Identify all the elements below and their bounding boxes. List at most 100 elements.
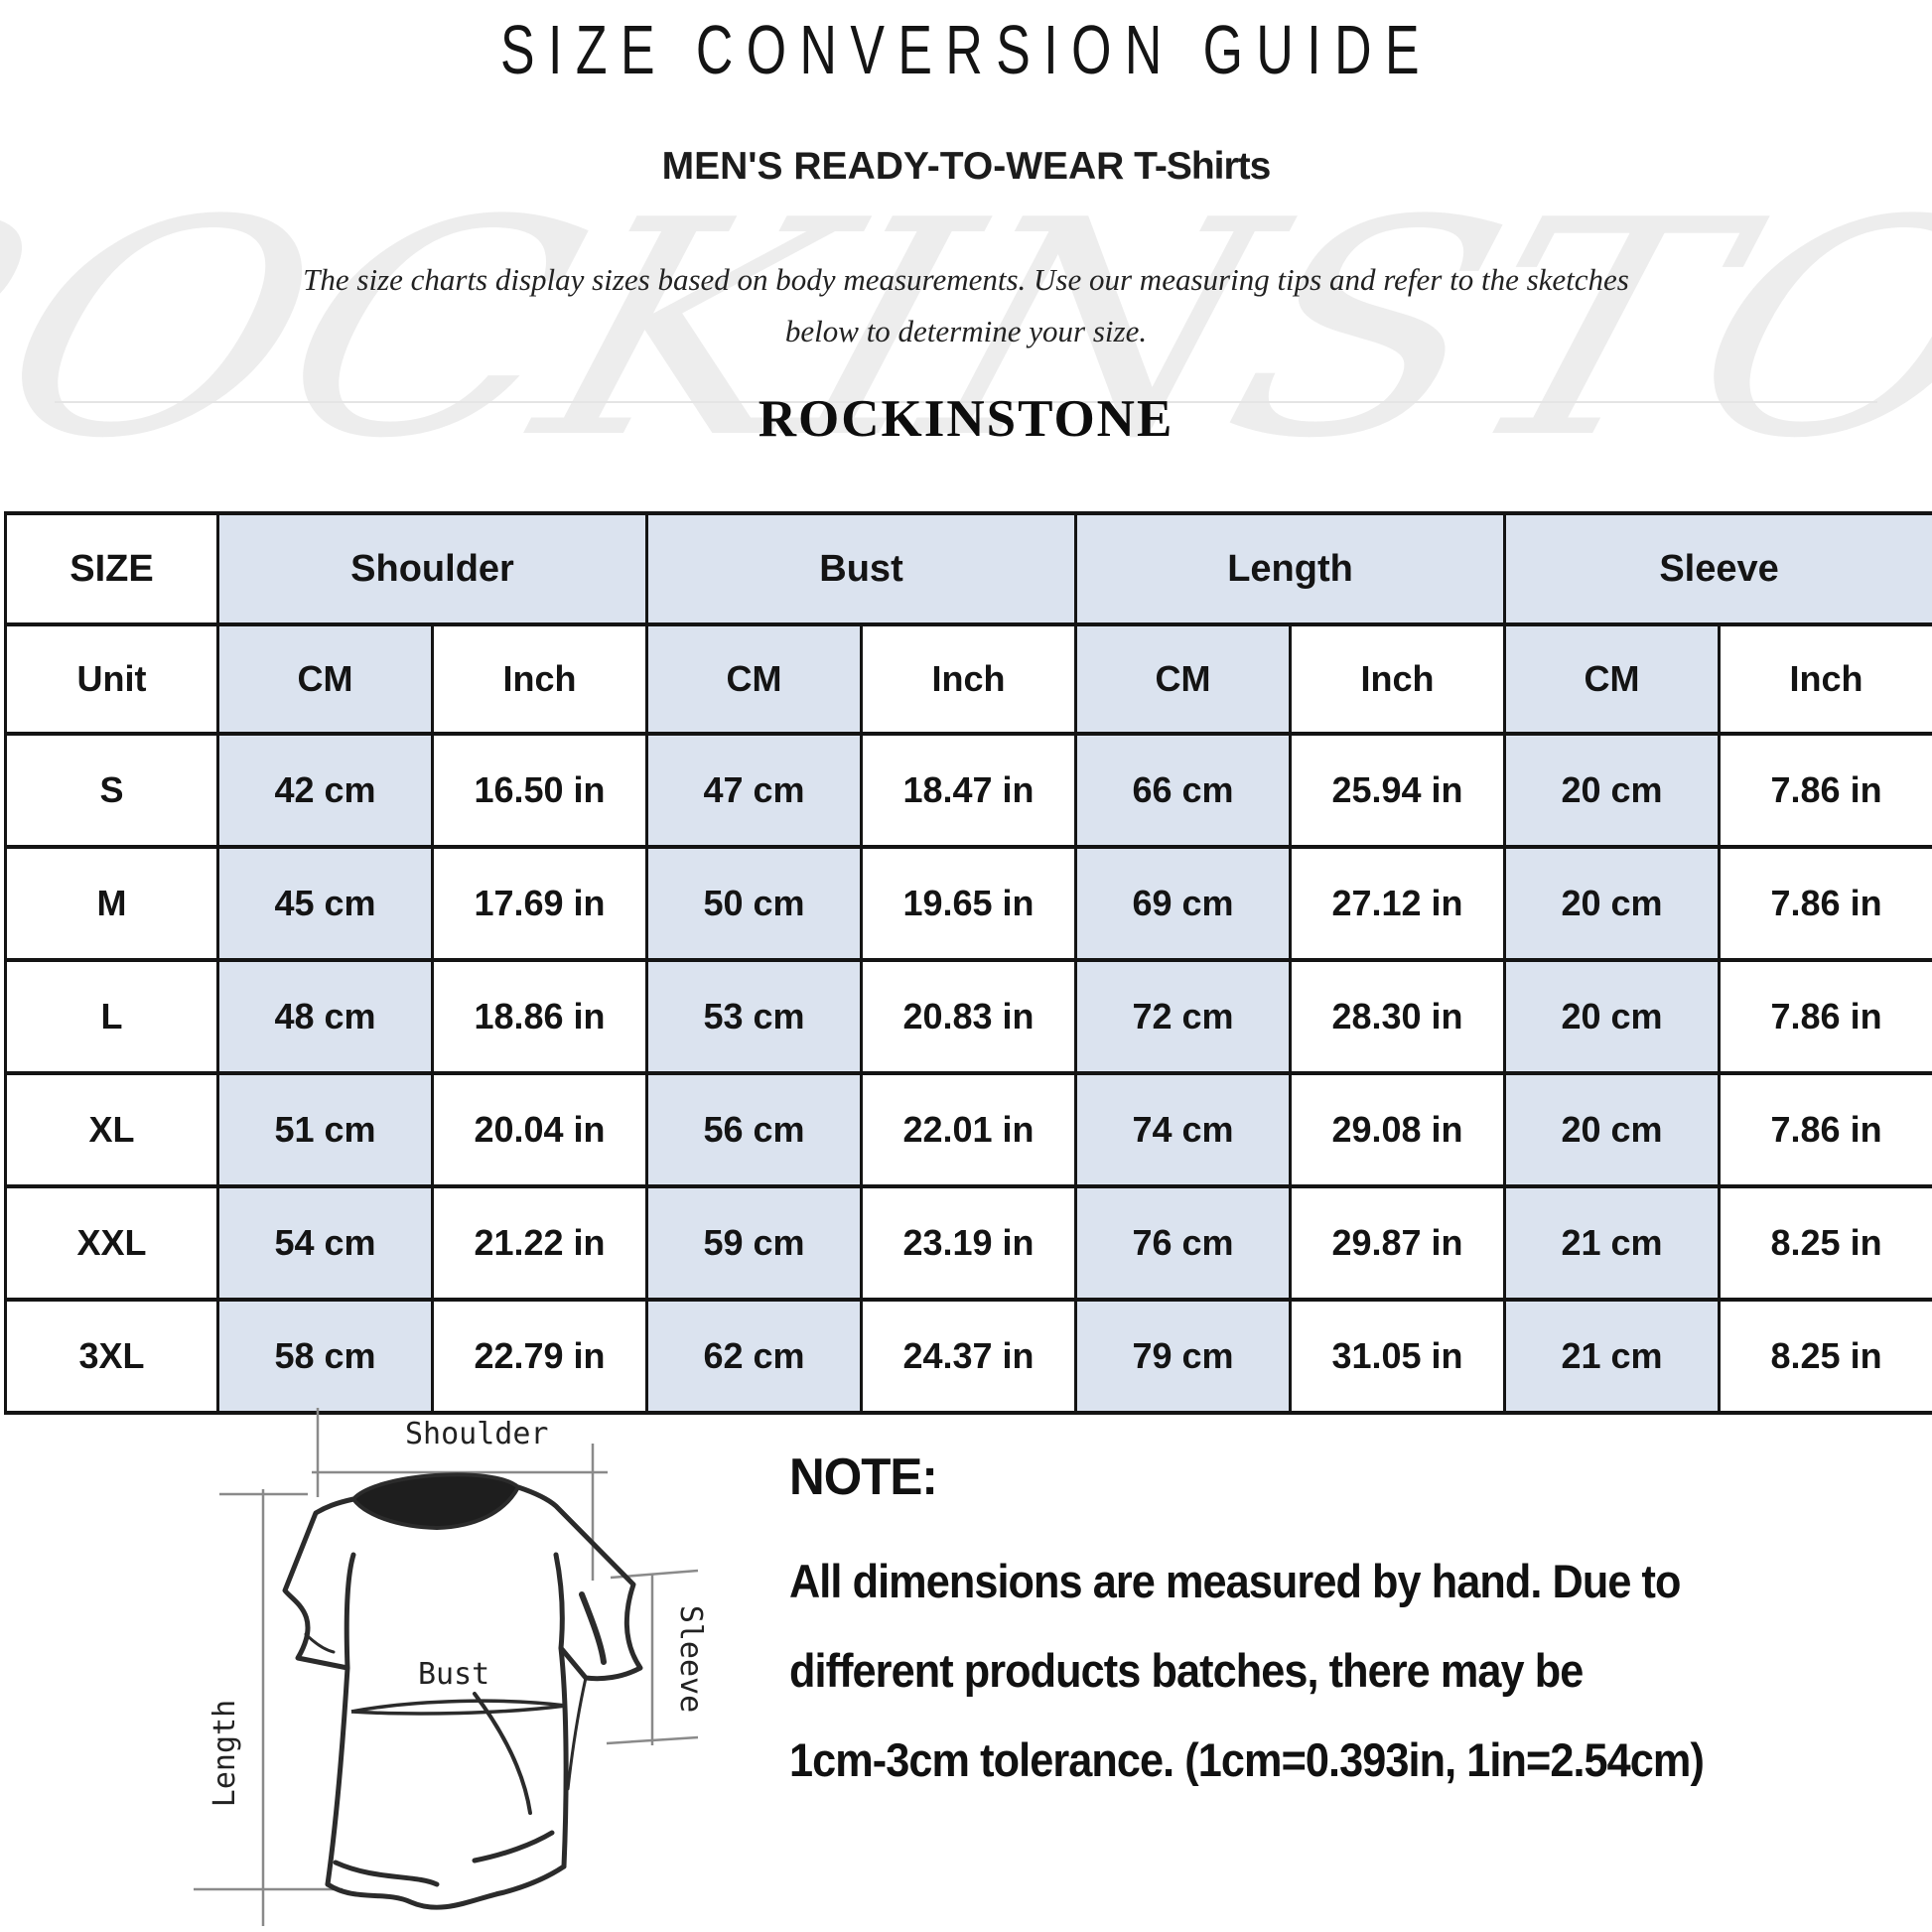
sleeve-cm: 21 cm (1503, 1298, 1722, 1415)
instructions-line-2: below to determine your size. (784, 314, 1148, 348)
unit-cm: CM (1074, 622, 1293, 736)
col-header-size: SIZE (4, 511, 219, 626)
tshirt-measurement-diagram: Shoulder Bust Length Sleeve (194, 1408, 708, 1926)
sleeve-cm: 21 cm (1503, 1184, 1722, 1302)
shoulder-cm: 51 cm (216, 1071, 434, 1188)
diagram-length-label: Length (207, 1700, 242, 1807)
unit-cm: CM (1503, 622, 1722, 736)
bust-inch: 20.83 in (859, 958, 1078, 1075)
length-inch: 25.94 in (1289, 732, 1507, 849)
shoulder-inch: 17.69 in (431, 845, 648, 962)
size-label: XL (4, 1071, 219, 1188)
diagram-shoulder-label: Shoulder (405, 1417, 549, 1451)
diagram-bust-label: Bust (418, 1657, 489, 1692)
sleeve-cm: 20 cm (1503, 1071, 1722, 1188)
length-cm: 69 cm (1074, 845, 1293, 962)
col-header-bust: Bust (644, 511, 1078, 626)
bust-inch: 23.19 in (859, 1184, 1078, 1302)
table-row-xxl: XXL 54 cm 21.22 in 59 cm 23.19 in 76 cm … (4, 1184, 1932, 1302)
shoulder-cm: 48 cm (216, 958, 434, 1075)
shoulder-cm: 54 cm (216, 1184, 434, 1302)
table-row-s: S 42 cm 16.50 in 47 cm 18.47 in 66 cm 25… (4, 732, 1932, 849)
col-header-sleeve: Sleeve (1503, 511, 1932, 626)
col-header-shoulder: Shoulder (216, 511, 648, 626)
diagram-labels: Shoulder Bust Length Sleeve (207, 1417, 708, 1807)
bust-measure-line (350, 1699, 567, 1716)
shoulder-inch: 18.86 in (431, 958, 648, 1075)
diagram-sleeve-label: Sleeve (673, 1605, 708, 1713)
size-label: XXL (4, 1184, 219, 1302)
page-title-wrap: SIZE CONVERSION GUIDE (0, 10, 1932, 89)
table-header-row: SIZE Shoulder Bust Length Sleeve (4, 511, 1932, 626)
unit-inch: Inch (859, 622, 1078, 736)
tshirt-fold-lines (304, 1591, 607, 1815)
bust-cm: 56 cm (645, 1071, 863, 1188)
bust-inch: 19.65 in (859, 845, 1078, 962)
shoulder-cm: 45 cm (216, 845, 434, 962)
length-cm: 74 cm (1074, 1071, 1293, 1188)
sleeve-inch: 7.86 in (1718, 732, 1932, 849)
note-heading: NOTE: (789, 1449, 938, 1506)
unit-inch: Inch (1718, 622, 1932, 736)
unit-cm: CM (645, 622, 863, 736)
length-inch: 28.30 in (1289, 958, 1507, 1075)
sleeve-inch: 7.86 in (1718, 1071, 1932, 1188)
length-cm: 66 cm (1074, 732, 1293, 849)
bust-cm: 62 cm (645, 1298, 863, 1415)
shoulder-cm: 42 cm (216, 732, 434, 849)
length-cm: 79 cm (1074, 1298, 1293, 1415)
unit-label: Unit (4, 622, 219, 736)
size-label: S (4, 732, 219, 849)
size-conversion-table: SIZE Shoulder Bust Length Sleeve Unit CM… (4, 511, 1932, 1415)
decorative-rule (55, 401, 1877, 403)
sleeve-cm: 20 cm (1503, 732, 1722, 849)
note-line-1: All dimensions are measured by hand. Due… (789, 1555, 1681, 1607)
table-row-l: L 48 cm 18.86 in 53 cm 20.83 in 72 cm 28… (4, 958, 1932, 1075)
subtitle-product: T-Shirts (1124, 145, 1271, 188)
note-line-2: different products batches, there may be (789, 1644, 1584, 1697)
sleeve-inch: 8.25 in (1718, 1184, 1932, 1302)
brand-name: ROCKINSTONE (758, 390, 1174, 448)
size-label: 3XL (4, 1298, 219, 1415)
unit-inch: Inch (431, 622, 648, 736)
shoulder-inch: 20.04 in (431, 1071, 648, 1188)
length-inch: 29.08 in (1289, 1071, 1507, 1188)
bust-cm: 47 cm (645, 732, 863, 849)
unit-inch: Inch (1289, 622, 1507, 736)
tshirt-outline (282, 1472, 643, 1910)
shoulder-inch: 16.50 in (431, 732, 648, 849)
note-line-3: 1cm-3cm tolerance. (1cm=0.393in, 1in=2.5… (789, 1733, 1705, 1786)
shoulder-inch: 22.79 in (431, 1298, 648, 1415)
table-row-xl: XL 51 cm 20.04 in 56 cm 22.01 in 74 cm 2… (4, 1071, 1932, 1188)
instructions-line-1: The size charts display sizes based on b… (303, 262, 1629, 297)
bust-inch: 24.37 in (859, 1298, 1078, 1415)
col-header-length: Length (1074, 511, 1507, 626)
sleeve-inch: 8.25 in (1718, 1298, 1932, 1415)
instructions-text: The size charts display sizes based on b… (0, 254, 1932, 357)
length-inch: 27.12 in (1289, 845, 1507, 962)
bust-cm: 50 cm (645, 845, 863, 962)
note-section: NOTE: All dimensions are measured by han… (789, 1448, 1921, 1805)
sleeve-inch: 7.86 in (1718, 845, 1932, 962)
length-inch: 29.87 in (1289, 1184, 1507, 1302)
size-label: L (4, 958, 219, 1075)
length-cm: 72 cm (1074, 958, 1293, 1075)
size-label: M (4, 845, 219, 962)
sleeve-inch: 7.86 in (1718, 958, 1932, 1075)
table-unit-row: Unit CM Inch CM Inch CM Inch CM Inch (4, 622, 1932, 736)
sleeve-cm: 20 cm (1503, 845, 1722, 962)
bust-inch: 18.47 in (859, 732, 1078, 849)
sleeve-cm: 20 cm (1503, 958, 1722, 1075)
subtitle-category: MEN'S READY-TO-WEAR (661, 145, 1125, 188)
table-row-m: M 45 cm 17.69 in 50 cm 19.65 in 69 cm 27… (4, 845, 1932, 962)
page-subtitle: MEN'S READY-TO-WEAR T-Shirts (0, 145, 1932, 189)
table-row-3xl: 3XL 58 cm 22.79 in 62 cm 24.37 in 79 cm … (4, 1298, 1932, 1415)
page-title: SIZE CONVERSION GUIDE (499, 11, 1433, 88)
bust-cm: 53 cm (645, 958, 863, 1075)
length-cm: 76 cm (1074, 1184, 1293, 1302)
unit-cm: CM (216, 622, 434, 736)
shoulder-cm: 58 cm (216, 1298, 434, 1415)
length-inch: 31.05 in (1289, 1298, 1507, 1415)
shoulder-inch: 21.22 in (431, 1184, 648, 1302)
